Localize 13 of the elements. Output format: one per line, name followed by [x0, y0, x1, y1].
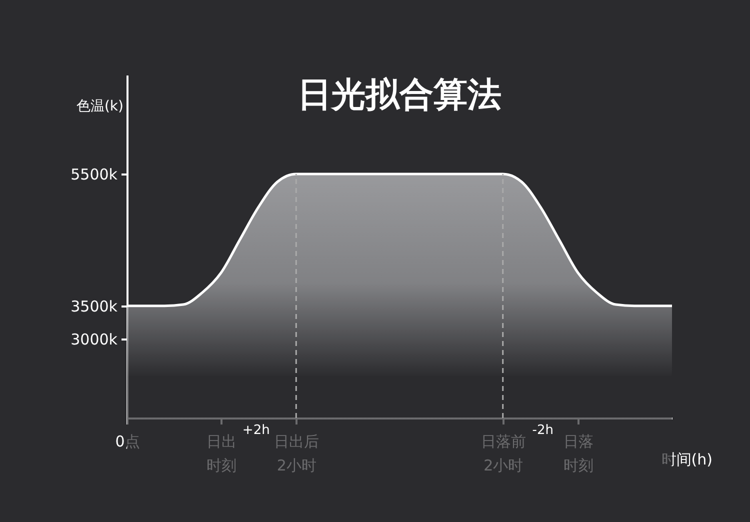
text: +2h [242, 423, 270, 438]
x-tick-label: 日落时刻 [564, 432, 594, 474]
x-tick-label: 日出后2小时 [274, 432, 320, 474]
y-axis-title: 色温(k) [76, 98, 124, 114]
x-tick-label: 0点 [115, 432, 140, 450]
chart-title: 日光拟合算法 [298, 75, 502, 115]
text: -2h [532, 423, 554, 438]
x-axis-title: 时间(h) [661, 450, 712, 468]
x-tick-label: 日落前2小时 [480, 432, 526, 474]
y-tick-label: 5500k [70, 165, 118, 184]
x-tick-label: 日出时刻 [206, 432, 236, 474]
y-tick-label: 3000k [70, 330, 118, 348]
y-tick-label: 3500k [70, 297, 118, 316]
